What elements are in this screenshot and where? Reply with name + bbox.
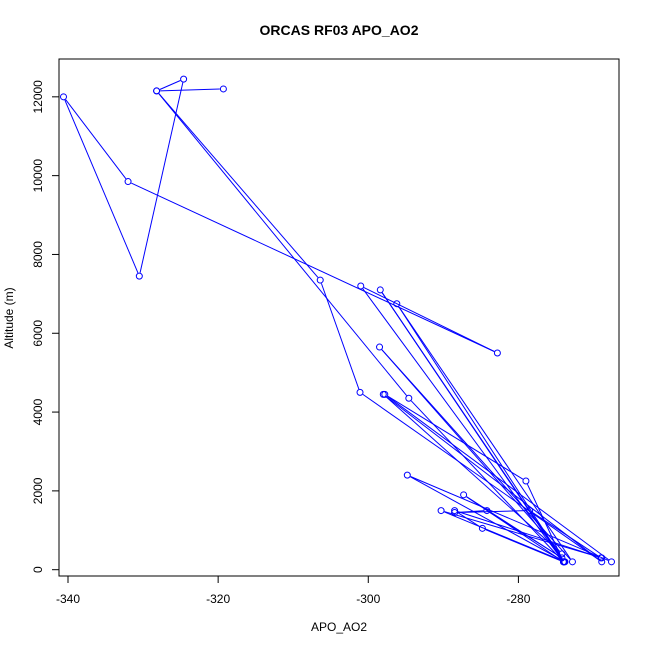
series-segment [457,511,599,558]
series-segment [387,396,609,561]
data-point [526,507,534,515]
series-segment [158,93,319,278]
plot-frame [58,58,620,577]
series-segment [139,82,184,273]
chart-title: ORCAS RF03 APO_AO2 [260,22,419,38]
y-tick-label: 4000 [31,398,45,425]
series-segment [458,510,527,513]
series-segment [410,400,562,560]
series-segment [485,529,561,561]
series-segment [362,393,600,561]
data-point [478,524,486,532]
series-segment [159,80,181,90]
data-point [135,272,143,280]
data-point [405,394,413,402]
series-segment [362,288,562,560]
series-segment [532,512,599,557]
data-point [60,93,68,101]
data-point [180,75,188,83]
data-point [598,558,606,566]
data-point [356,388,364,396]
series-segment [64,99,139,274]
series-segment [444,511,562,561]
data-point [124,178,132,186]
data-point [357,282,365,290]
data-point [522,477,530,485]
data-point [493,349,501,357]
y-tick-label: 12000 [31,80,45,114]
series-segment [457,512,480,527]
x-tick-label: -300 [356,592,380,606]
series-segment [387,395,524,480]
series-segment [398,306,563,560]
data-point [316,276,324,284]
series-lines [64,80,609,561]
y-axis: 0 2000 4000 6000 8000 10000 12000 [31,80,60,573]
series-segment [410,476,563,561]
series-segment [320,283,360,390]
y-tick-label: 6000 [31,320,45,347]
data-point [381,390,389,398]
data-point [403,471,411,479]
data-point [393,300,401,308]
data-point [153,87,161,95]
series-segment [385,396,560,552]
data-point [568,558,576,566]
series-segment [526,483,563,559]
series-segment [131,182,495,352]
data-point [219,85,227,93]
series-segment [410,476,609,561]
series-segment [489,512,560,557]
series-segment [381,349,561,552]
data-point [483,507,491,515]
x-tick-label: -320 [206,592,230,606]
data-point [558,550,566,558]
series-segment [160,88,220,92]
data-point [559,558,567,566]
data-point [437,507,445,515]
y-axis-label: Altitude (m) [2,287,16,348]
data-point [451,507,459,515]
x-tick-label: -340 [56,592,80,606]
series-segment [398,306,571,560]
series-segment [363,287,495,352]
y-tick-label: 10000 [31,159,45,193]
series-segment [158,93,407,396]
data-point [451,509,459,517]
data-point [376,343,384,351]
data-point [376,286,384,294]
y-tick-label: 8000 [31,241,45,268]
y-tick-label: 0 [31,566,45,573]
data-point [558,554,566,562]
series-segment [381,292,563,560]
data-point [607,558,615,566]
data-point [460,491,468,499]
series-points [60,75,615,566]
data-point [597,554,605,562]
y-tick-label: 2000 [31,477,45,504]
series-segment [65,99,127,180]
series-segment [444,511,599,558]
x-axis: -340 -320 -300 -280 [56,575,531,606]
x-tick-label: -280 [506,592,530,606]
x-axis-label: APO_AO2 [311,620,367,634]
